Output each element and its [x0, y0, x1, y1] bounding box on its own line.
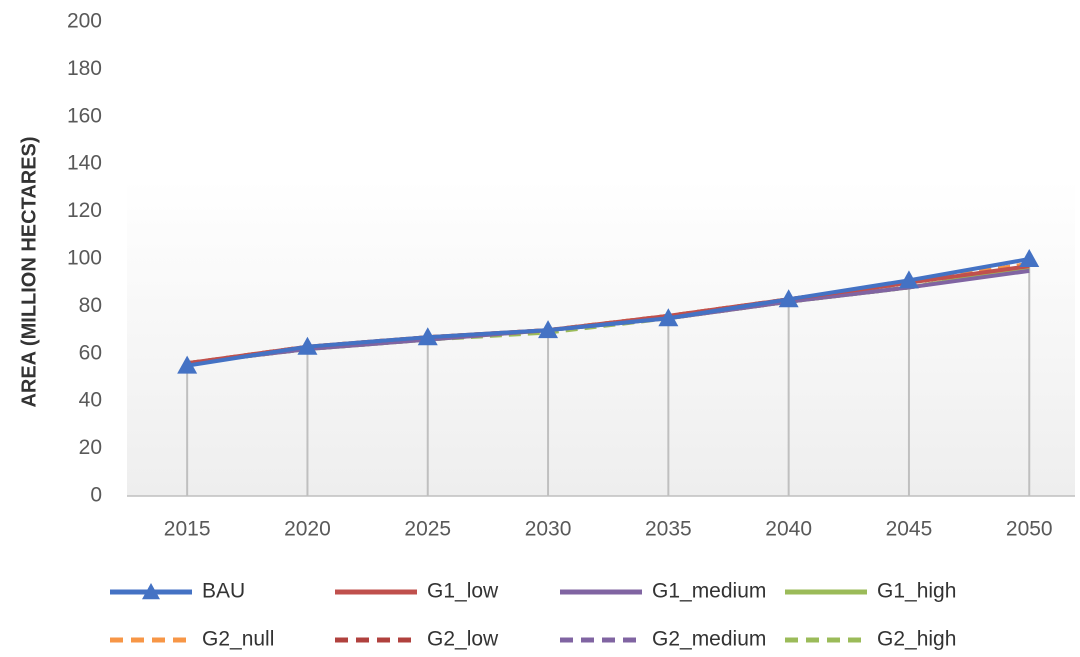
- x-tick-label: 2035: [645, 518, 692, 541]
- point-marker: [658, 308, 679, 327]
- point-marker: [778, 289, 799, 308]
- legend-label: G2_medium: [652, 628, 766, 651]
- x-tick-label: 2015: [164, 518, 211, 541]
- x-tick-label: 2030: [525, 518, 572, 541]
- point-marker: [177, 355, 198, 374]
- legend-label: G1_low: [427, 580, 499, 603]
- x-tick-label: 2025: [404, 518, 451, 541]
- point-marker: [898, 270, 919, 289]
- x-tick-label: 2040: [765, 518, 812, 541]
- y-tick-label: 100: [67, 247, 102, 270]
- x-tick-label: 2045: [886, 518, 933, 541]
- plot-background: [127, 100, 1075, 496]
- y-tick-label: 180: [67, 57, 102, 80]
- legend-marker: [142, 583, 160, 600]
- point-marker: [1019, 249, 1040, 267]
- y-tick-label: 0: [90, 484, 102, 507]
- point-marker: [417, 327, 438, 346]
- legend-label: G2_high: [877, 628, 956, 651]
- y-tick-label: 200: [67, 10, 102, 33]
- y-tick-label: 80: [79, 294, 102, 317]
- y-tick-label: 40: [79, 389, 102, 412]
- point-marker: [538, 320, 559, 339]
- y-tick-label: 20: [79, 436, 102, 459]
- series-line: [186, 257, 1030, 368]
- y-axis-label: AREA (MILLION HECTARES): [18, 136, 40, 407]
- legend-label: G2_low: [427, 628, 499, 651]
- x-tick-label: 2020: [284, 518, 331, 541]
- y-tick-label: 160: [67, 104, 102, 127]
- y-tick-label: 140: [67, 152, 102, 175]
- y-tick-label: 60: [79, 341, 102, 364]
- y-tick-label: 120: [67, 199, 102, 222]
- point-marker: [297, 336, 318, 355]
- legend-label: G1_medium: [652, 580, 766, 603]
- legend-label: G2_null: [202, 628, 274, 651]
- legend-label: BAU: [202, 580, 245, 603]
- x-tick-label: 2050: [1006, 518, 1053, 541]
- legend-label: G1_high: [877, 580, 956, 603]
